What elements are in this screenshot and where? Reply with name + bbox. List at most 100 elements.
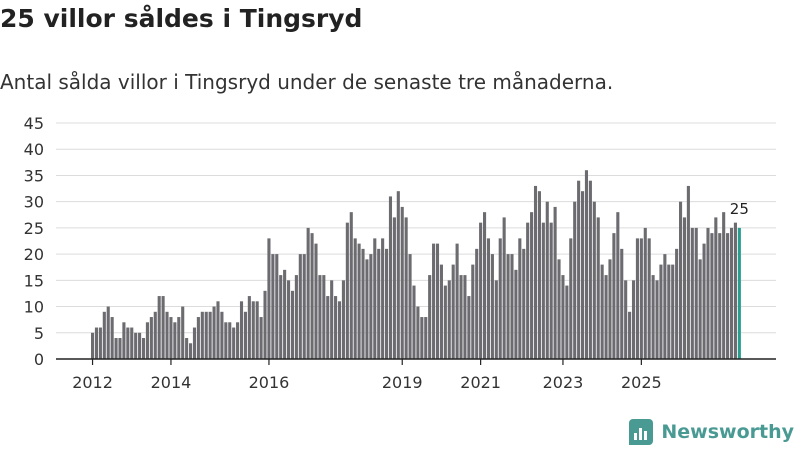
bar [639, 238, 643, 359]
bar [729, 227, 734, 359]
bar [588, 180, 592, 359]
bar [290, 290, 295, 359]
bar [600, 264, 604, 359]
chart-subtitle: Antal sålda villor i Tingsryd under de s… [0, 70, 614, 94]
bar [412, 285, 416, 359]
x-tick-label: 2019 [382, 373, 423, 392]
bar [349, 212, 353, 359]
x-tick-label: 2025 [621, 373, 662, 392]
bar [533, 185, 538, 359]
x-tick-label: 2014 [151, 373, 192, 392]
bar [141, 338, 146, 359]
x-tick-label: 2016 [249, 373, 290, 392]
bar [569, 238, 573, 359]
bar [706, 227, 710, 359]
bar [259, 317, 263, 359]
bar [694, 227, 698, 359]
newsworthy-logo: Newsworthy [629, 419, 794, 445]
bar [385, 248, 389, 359]
bar [616, 212, 620, 359]
x-tick-label: 2012 [72, 373, 113, 392]
bar [541, 222, 545, 359]
bar [102, 311, 106, 359]
bar [435, 243, 440, 359]
bar [408, 254, 412, 359]
bar [361, 248, 365, 359]
bar [667, 264, 671, 359]
y-tick-label: 20 [24, 245, 44, 264]
bar [302, 254, 306, 359]
bar [263, 290, 267, 359]
bar [157, 296, 161, 359]
bar [298, 254, 302, 359]
bar [165, 311, 169, 359]
bar [494, 280, 498, 359]
bar [432, 243, 436, 359]
bar [369, 254, 373, 359]
bar [275, 254, 279, 359]
bar [145, 322, 149, 359]
bar [557, 259, 561, 359]
bar [439, 264, 443, 359]
bar [679, 201, 683, 359]
bar [279, 275, 283, 359]
x-tick-label: 2023 [543, 373, 584, 392]
bar [181, 306, 185, 359]
bar [498, 238, 502, 359]
bar [686, 185, 690, 359]
bar [459, 275, 463, 359]
bar [204, 311, 208, 359]
bar [243, 311, 247, 359]
bar-highlight [737, 227, 741, 359]
bar [161, 296, 165, 359]
bar [224, 322, 228, 359]
bar [506, 254, 510, 359]
bar [479, 222, 483, 359]
x-tick-label: 2021 [460, 373, 501, 392]
bar [189, 343, 193, 359]
bar [565, 285, 569, 359]
bar [334, 296, 338, 359]
bar [518, 238, 522, 359]
bar [545, 201, 549, 359]
bar [451, 264, 455, 359]
bar [702, 243, 706, 359]
bar [149, 317, 153, 359]
bar [330, 280, 334, 359]
bar [138, 332, 142, 359]
bar [110, 317, 114, 359]
bar [377, 248, 381, 359]
bar [216, 301, 220, 359]
y-tick-label: 30 [24, 193, 44, 212]
y-tick-label: 15 [24, 271, 44, 290]
bar [502, 217, 506, 359]
bar [467, 296, 471, 359]
y-tick-label: 35 [24, 166, 44, 185]
bar [710, 233, 714, 359]
bar [357, 243, 361, 359]
bar [443, 285, 447, 359]
bar [510, 254, 514, 359]
bar [228, 322, 232, 359]
bar [475, 248, 479, 359]
bar [549, 222, 553, 359]
bar [118, 338, 122, 359]
bar [420, 317, 424, 359]
bar [126, 327, 130, 359]
bar [345, 222, 349, 359]
bar [643, 227, 647, 359]
bar [200, 311, 204, 359]
bar [400, 206, 404, 359]
bar [232, 327, 236, 359]
bar [91, 332, 95, 359]
bar [314, 243, 318, 359]
bar [620, 248, 624, 359]
bar [251, 301, 255, 359]
bar [596, 217, 600, 359]
bar [267, 238, 271, 359]
bar [306, 227, 310, 359]
newsworthy-logo-icon [629, 419, 654, 445]
bar [690, 227, 694, 359]
bar [714, 217, 718, 359]
bar [526, 222, 530, 359]
